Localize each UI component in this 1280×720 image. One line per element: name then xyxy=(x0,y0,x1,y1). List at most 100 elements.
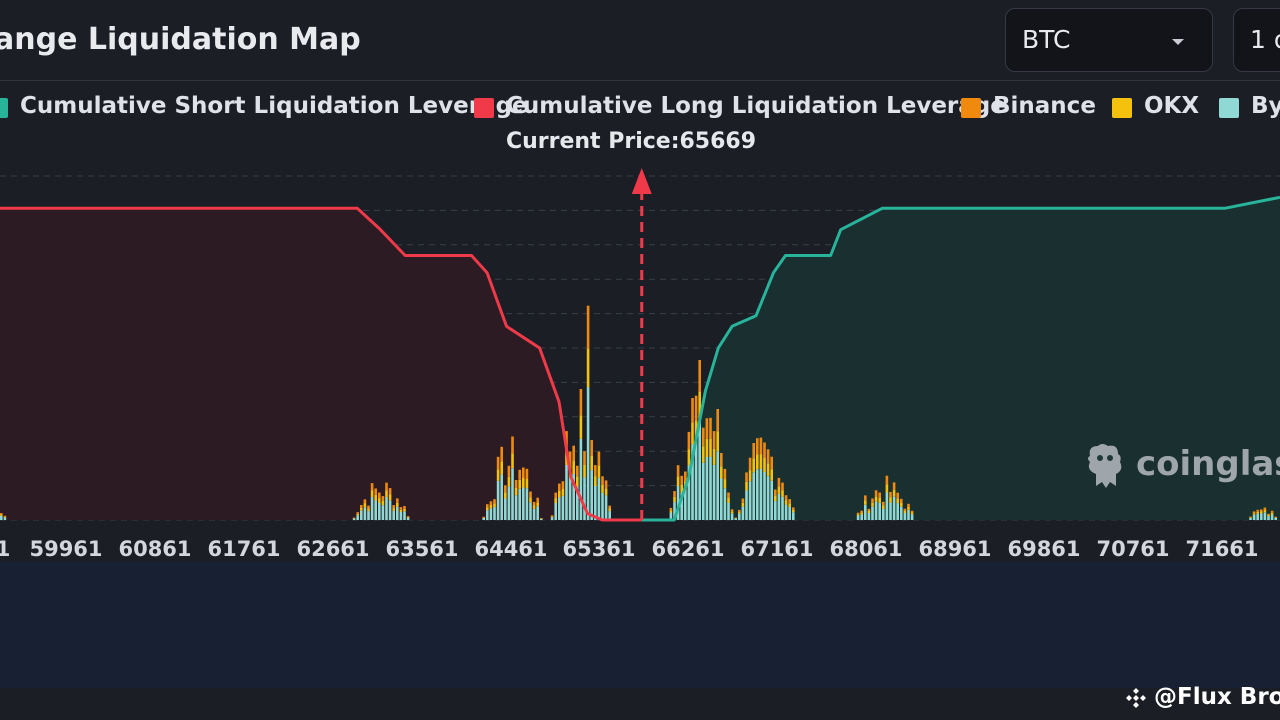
volume-bar xyxy=(396,498,399,503)
volume-bar xyxy=(867,513,871,520)
volume-bar xyxy=(590,456,593,471)
volume-bar xyxy=(676,486,680,520)
volume-bar xyxy=(489,508,493,520)
volume-bar xyxy=(702,427,705,447)
volume-bar xyxy=(1263,510,1267,513)
legend-swatch-bybit xyxy=(1219,98,1239,118)
volume-bar xyxy=(896,492,899,499)
volume-bar xyxy=(860,514,863,520)
volume-bar xyxy=(561,488,565,496)
coinglass-icon xyxy=(1088,444,1122,488)
volume-bar xyxy=(885,492,889,520)
time-range-select[interactable]: 1 d xyxy=(1233,8,1280,72)
legend-label-binance: Binance xyxy=(993,93,1096,119)
volume-bar xyxy=(860,512,863,515)
volume-bar xyxy=(882,508,885,520)
volume-bar xyxy=(522,467,525,478)
watermark: @Flux Bro xyxy=(1124,684,1280,712)
volume-bar xyxy=(709,438,712,457)
x-tick-label: 69861 xyxy=(1007,537,1080,561)
volume-bar xyxy=(601,476,604,485)
volume-bar xyxy=(590,470,593,520)
volume-bar xyxy=(594,465,597,477)
volume-bar xyxy=(388,488,392,495)
volume-bar xyxy=(874,490,878,497)
volume-bar xyxy=(702,462,705,520)
volume-bar xyxy=(385,482,388,491)
volume-bar xyxy=(676,476,680,487)
volume-bar xyxy=(504,485,507,493)
coin-select-value: BTC xyxy=(1022,25,1071,54)
volume-bar xyxy=(727,492,730,498)
volume-bar xyxy=(874,501,878,520)
volume-bar xyxy=(363,507,367,520)
volume-bar xyxy=(907,510,910,520)
volume-bar xyxy=(489,501,493,505)
coin-select[interactable]: BTC xyxy=(1005,8,1213,72)
volume-bar xyxy=(586,387,590,520)
volume-bar xyxy=(730,513,734,520)
volume-bar xyxy=(1260,511,1263,514)
volume-bar xyxy=(691,398,694,423)
volume-bar xyxy=(1274,518,1277,520)
cumulative-areas xyxy=(0,197,1280,521)
volume-bar xyxy=(572,473,575,520)
volume-bar xyxy=(680,475,683,485)
volume-bar xyxy=(720,466,723,479)
volume-bar xyxy=(367,511,370,520)
volume-bar xyxy=(910,514,914,520)
volume-bar xyxy=(903,511,907,513)
volume-bar xyxy=(583,451,586,465)
volume-bar xyxy=(684,471,687,482)
x-tick-label: 61761 xyxy=(207,537,280,561)
volume-bar xyxy=(3,517,7,520)
volume-bar xyxy=(356,515,359,520)
volume-bar xyxy=(896,503,899,520)
volume-bar xyxy=(691,444,694,520)
volume-bar xyxy=(381,505,385,520)
volume-bar xyxy=(0,515,3,520)
volume-bar xyxy=(406,516,410,517)
volume-bar xyxy=(889,491,892,498)
volume-bar xyxy=(1270,512,1274,515)
volume-bar xyxy=(550,515,554,517)
volume-bar xyxy=(910,510,914,513)
volume-bar xyxy=(864,495,867,501)
volume-bar xyxy=(486,507,489,511)
volume-bar xyxy=(748,470,752,482)
volume-bar xyxy=(507,476,511,487)
volume-bar xyxy=(540,518,543,520)
x-tick-label: 68061 xyxy=(829,537,902,561)
volume-bar xyxy=(759,468,763,520)
volume-bar xyxy=(680,484,683,493)
volume-bar xyxy=(597,465,601,478)
volume-bar xyxy=(399,512,403,520)
volume-bar xyxy=(716,451,719,520)
volume-bar xyxy=(763,442,766,458)
volume-bar xyxy=(712,464,716,520)
volume-bar xyxy=(385,490,388,497)
volume-bar xyxy=(889,502,892,520)
volume-bar xyxy=(788,507,791,520)
volume-bar xyxy=(482,516,485,518)
volume-bar xyxy=(900,506,903,520)
volume-bar xyxy=(792,509,795,513)
volume-bar xyxy=(1260,509,1263,512)
volume-bar xyxy=(352,517,356,519)
volume-bar xyxy=(1263,507,1267,511)
volume-bar xyxy=(496,469,500,481)
x-tick-label: 68961 xyxy=(918,537,991,561)
volume-bar xyxy=(370,483,374,491)
volume-bar xyxy=(712,431,716,449)
volume-bar xyxy=(871,502,874,507)
volume-bar xyxy=(730,509,734,512)
volume-bar xyxy=(1256,511,1259,514)
volume-bar xyxy=(752,472,755,520)
volume-bar xyxy=(882,501,885,506)
volume-bar xyxy=(709,456,712,520)
binance-diamond-icon xyxy=(1126,688,1146,708)
volume-bar xyxy=(770,456,773,470)
volume-bar xyxy=(604,488,608,496)
volume-bar xyxy=(514,480,518,488)
volume-bar xyxy=(356,512,359,514)
